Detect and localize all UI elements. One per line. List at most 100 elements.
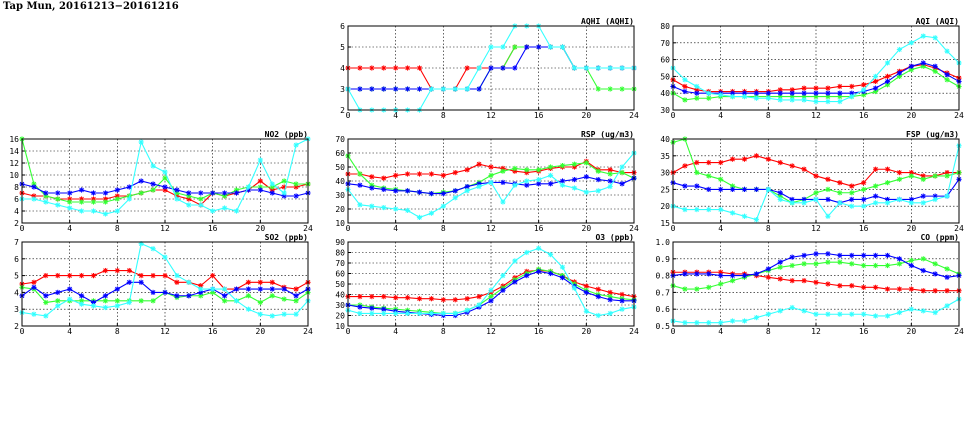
data-point — [162, 169, 168, 175]
data-point — [837, 252, 843, 259]
data-point — [861, 252, 867, 259]
data-point — [150, 298, 156, 304]
data-point — [210, 289, 216, 295]
data-point — [381, 205, 387, 211]
y-tick-label: 30 — [660, 169, 670, 178]
x-tick-label: 16 — [534, 111, 544, 120]
series-blue — [345, 268, 637, 319]
x-tick-label: 24 — [954, 111, 964, 120]
data-point — [944, 77, 950, 83]
data-point — [43, 273, 49, 279]
data-point — [884, 60, 891, 66]
data-point — [765, 274, 771, 280]
y-tick-label: 12 — [9, 159, 19, 168]
y-tick-label: 30 — [335, 301, 345, 310]
data-point — [607, 86, 613, 92]
data-point — [896, 261, 903, 267]
data-point — [43, 190, 49, 196]
data-point — [293, 286, 299, 292]
plot-frame — [347, 241, 635, 327]
data-point — [944, 288, 950, 294]
data-point — [90, 199, 97, 205]
data-point — [908, 286, 914, 292]
data-point — [416, 86, 423, 92]
data-point — [908, 173, 914, 179]
data-point — [381, 310, 387, 316]
chart-title: NO2 (ppb) — [265, 130, 308, 139]
y-tick-label: 5 — [340, 43, 345, 52]
data-point — [765, 186, 771, 192]
panel-rsp: RSP (ug/m3) 0 4 8 12 16 20 24 10 20 30 40 50 60 70 — [335, 130, 648, 233]
data-point — [464, 307, 470, 313]
data-point — [257, 178, 263, 184]
data-point — [741, 156, 748, 162]
data-point — [547, 164, 554, 170]
chart-fsp: FSP (ug/m3) 0 4 8 12 16 20 24 15 20 25 30 35 40 — [660, 130, 964, 233]
data-point — [114, 187, 120, 193]
data-point — [825, 213, 831, 219]
data-point — [583, 289, 589, 295]
data-point — [849, 252, 855, 259]
data-point — [114, 267, 120, 274]
data-point — [813, 93, 819, 100]
data-point — [269, 190, 275, 196]
data-point — [777, 276, 783, 282]
data-point — [559, 178, 566, 184]
data-point — [138, 279, 144, 285]
data-point — [789, 254, 795, 260]
x-tick-label: 4 — [393, 111, 398, 120]
data-point — [90, 273, 97, 279]
data-point — [861, 196, 867, 203]
data-point — [162, 175, 168, 181]
data-point — [90, 208, 97, 214]
data-point — [357, 310, 363, 316]
data-point — [404, 86, 411, 92]
data-point — [31, 184, 37, 190]
data-point — [162, 254, 168, 260]
data-point — [920, 193, 926, 199]
data-point — [837, 259, 843, 265]
data-point — [381, 86, 387, 92]
data-point — [777, 97, 783, 103]
data-point — [150, 289, 156, 295]
x-tick-label: 12 — [160, 327, 170, 336]
data-point — [718, 206, 724, 213]
y-tick-label: 30 — [660, 106, 670, 115]
x-tick-label: 0 — [671, 327, 676, 336]
data-point — [404, 188, 411, 194]
data-point — [369, 310, 375, 316]
data-point — [932, 309, 938, 316]
data-point — [428, 191, 435, 197]
data-point — [55, 298, 61, 304]
chart-so2: SO2 (ppb) 0 4 8 12 16 20 24 2 3 4 5 6 7 — [14, 233, 313, 336]
data-point — [872, 166, 879, 172]
data-point — [872, 183, 879, 189]
data-point — [837, 283, 843, 289]
data-point — [150, 187, 156, 193]
series-blue — [670, 251, 962, 280]
x-tick-label: 12 — [486, 224, 496, 233]
data-point — [789, 262, 795, 269]
data-point — [694, 95, 700, 101]
data-point — [269, 279, 275, 285]
data-point — [31, 279, 37, 285]
data-point — [281, 178, 287, 184]
y-tick-label: 90 — [335, 238, 345, 247]
data-point — [162, 273, 168, 279]
panel-fsp: FSP (ug/m3) 0 4 8 12 16 20 24 15 20 25 30 35 40 — [660, 130, 973, 233]
data-point — [682, 77, 688, 83]
y-tick-label: 30 — [335, 191, 345, 200]
data-point — [920, 33, 926, 39]
data-point — [706, 206, 712, 213]
data-point — [896, 286, 903, 292]
data-point — [595, 86, 601, 92]
data-point — [210, 286, 216, 292]
data-point — [174, 279, 180, 285]
series-cyan — [19, 241, 311, 319]
data-point — [825, 90, 831, 96]
data-point — [571, 185, 578, 191]
data-point — [186, 202, 192, 208]
x-tick-label: 12 — [811, 111, 821, 120]
data-point — [944, 173, 950, 179]
y-tick-label: 40 — [335, 177, 345, 186]
